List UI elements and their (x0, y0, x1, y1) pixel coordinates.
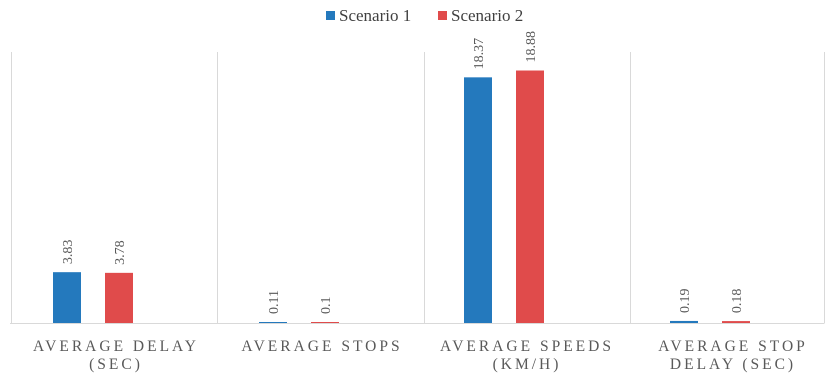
bar-scenario-1 (670, 320, 698, 324)
bar-scenario-2 (311, 322, 339, 324)
category-label: (KM/H) (493, 356, 562, 373)
bars (53, 70, 750, 324)
data-label: 3.83 (61, 240, 76, 265)
category-label: DELAY (SEC) (670, 356, 796, 373)
data-label: 0.1 (319, 297, 334, 315)
data-label: 0.18 (730, 289, 745, 314)
category-separators (11, 52, 825, 324)
bar-scenario-1 (259, 322, 287, 324)
bar-scenario-1 (464, 77, 492, 324)
data-label: 0.11 (267, 290, 282, 314)
category-label: AVERAGE DELAY (33, 338, 199, 355)
category-label: AVERAGE STOP (658, 338, 808, 355)
data-label: 0.19 (678, 288, 693, 313)
data-labels: 3.83 3.78 0.11 0.1 18.37 18.88 0.19 0.18 (61, 31, 745, 314)
category-label: (SEC) (89, 356, 143, 373)
legend: Scenario 1 Scenario 2 (326, 6, 523, 25)
bar-scenario-1 (53, 272, 81, 324)
category-label: AVERAGE STOPS (241, 338, 402, 355)
data-label: 18.37 (472, 38, 487, 70)
category-label: AVERAGE SPEEDS (440, 338, 614, 355)
legend-swatch (438, 11, 447, 20)
data-label: 18.88 (524, 31, 539, 63)
bar-scenario-2 (516, 70, 544, 324)
category-labels: AVERAGE DELAY(SEC) AVERAGE STOPS AVERAGE S… (33, 338, 808, 373)
legend-swatch (326, 11, 335, 20)
bar-scenario-2 (105, 272, 133, 324)
legend-label: Scenario 1 (339, 6, 411, 25)
bar-scenario-2 (722, 321, 750, 324)
data-label: 3.78 (113, 240, 128, 265)
legend-label: Scenario 2 (451, 6, 523, 25)
